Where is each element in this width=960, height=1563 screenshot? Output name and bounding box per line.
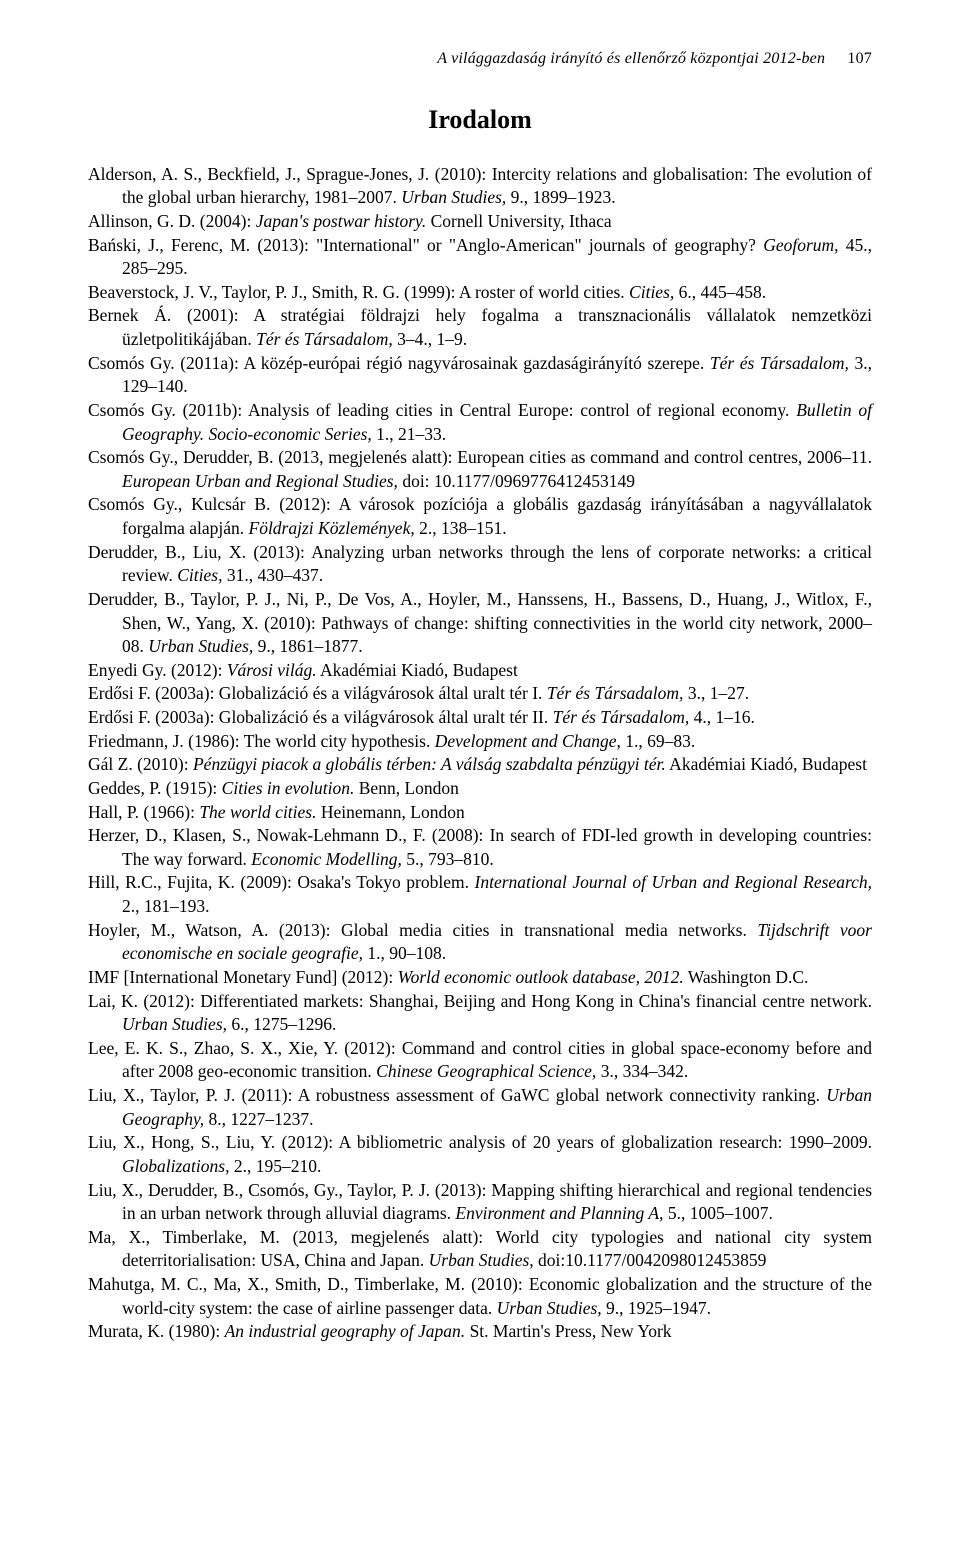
reference-entry: Herzer, D., Klasen, S., Nowak-Lehmann D.… — [88, 824, 872, 871]
reference-entry: Csomós Gy., Derudder, B. (2013, megjelen… — [88, 446, 872, 493]
reference-entry: Liu, X., Derudder, B., Csomós, Gy., Tayl… — [88, 1179, 872, 1226]
reference-entry: IMF [International Monetary Fund] (2012)… — [88, 966, 872, 990]
reference-entry: Murata, K. (1980): An industrial geograp… — [88, 1320, 872, 1344]
reference-entry: Alderson, A. S., Beckfield, J., Sprague-… — [88, 163, 872, 210]
reference-entry: Allinson, G. D. (2004): Japan's postwar … — [88, 210, 872, 234]
reference-entry: Hill, R.C., Fujita, K. (2009): Osaka's T… — [88, 871, 872, 918]
reference-entry: Hall, P. (1966): The world cities. Heine… — [88, 801, 872, 825]
reference-entry: Bernek Á. (2001): A stratégiai földrajzi… — [88, 304, 872, 351]
reference-entry: Derudder, B., Liu, X. (2013): Analyzing … — [88, 541, 872, 588]
reference-entry: Gál Z. (2010): Pénzügyi piacok a globáli… — [88, 753, 872, 777]
reference-entry: Lee, E. K. S., Zhao, S. X., Xie, Y. (201… — [88, 1037, 872, 1084]
running-title: A világgazdaság irányító és ellenőrző kö… — [437, 50, 825, 67]
reference-entry: Erdősi F. (2003a): Globalizáció és a vil… — [88, 706, 872, 730]
references-list: Alderson, A. S., Beckfield, J., Sprague-… — [88, 163, 872, 1344]
reference-entry: Bański, J., Ferenc, M. (2013): "Internat… — [88, 234, 872, 281]
page-number: 107 — [847, 50, 872, 67]
reference-entry: Derudder, B., Taylor, P. J., Ni, P., De … — [88, 588, 872, 659]
section-title: Irodalom — [88, 102, 872, 137]
reference-entry: Geddes, P. (1915): Cities in evolution. … — [88, 777, 872, 801]
reference-entry: Erdősi F. (2003a): Globalizáció és a vil… — [88, 682, 872, 706]
reference-entry: Beaverstock, J. V., Taylor, P. J., Smith… — [88, 281, 872, 305]
reference-entry: Mahutga, M. C., Ma, X., Smith, D., Timbe… — [88, 1273, 872, 1320]
reference-entry: Csomós Gy. (2011b): Analysis of leading … — [88, 399, 872, 446]
reference-entry: Lai, K. (2012): Differentiated markets: … — [88, 990, 872, 1037]
reference-entry: Hoyler, M., Watson, A. (2013): Global me… — [88, 919, 872, 966]
reference-entry: Enyedi Gy. (2012): Városi világ. Akadémi… — [88, 659, 872, 683]
reference-entry: Friedmann, J. (1986): The world city hyp… — [88, 730, 872, 754]
page: A világgazdaság irányító és ellenőrző kö… — [0, 0, 960, 1563]
running-head: A világgazdaság irányító és ellenőrző kö… — [88, 48, 872, 70]
reference-entry: Csomós Gy., Kulcsár B. (2012): A városok… — [88, 493, 872, 540]
reference-entry: Liu, X., Taylor, P. J. (2011): A robustn… — [88, 1084, 872, 1131]
reference-entry: Csomós Gy. (2011a): A közép-európai régi… — [88, 352, 872, 399]
reference-entry: Ma, X., Timberlake, M. (2013, megjelenés… — [88, 1226, 872, 1273]
reference-entry: Liu, X., Hong, S., Liu, Y. (2012): A bib… — [88, 1131, 872, 1178]
